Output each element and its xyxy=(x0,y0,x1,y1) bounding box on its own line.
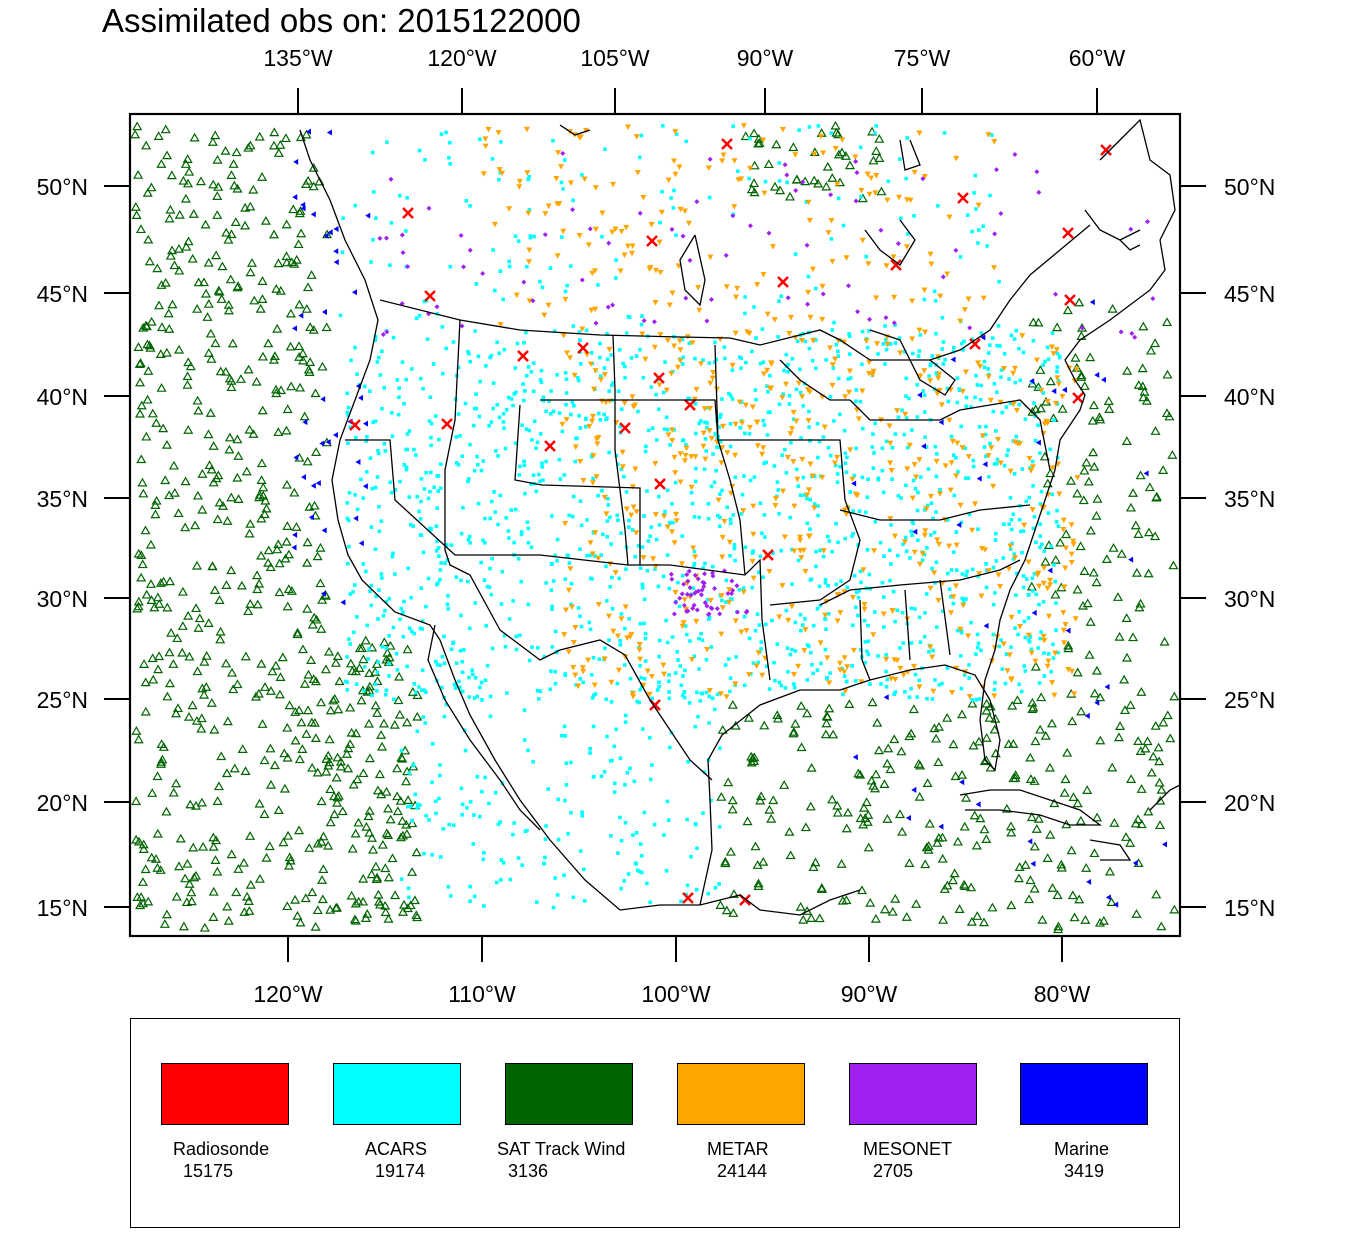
legend-label: METAR xyxy=(707,1139,769,1159)
boundary-line xyxy=(679,234,706,307)
bottom-lon-label: 80°W xyxy=(1034,981,1091,1007)
left-lat-label: 25°N xyxy=(37,687,88,713)
right-lat-label: 35°N xyxy=(1224,486,1275,512)
boundary-line xyxy=(899,139,921,171)
boundary-line xyxy=(864,219,916,266)
legend-count: 15175 xyxy=(183,1161,234,1181)
observation-points xyxy=(130,120,1180,934)
legend-label: ACARS xyxy=(365,1139,428,1159)
boundary-line xyxy=(819,559,1021,606)
right-lat-label: 50°N xyxy=(1224,174,1275,200)
bottom-lon-label: 110°W xyxy=(448,981,516,1007)
radiosonde-swatch xyxy=(161,1063,289,1125)
right-lat-label: 20°N xyxy=(1224,790,1275,816)
legend-count: 24144 xyxy=(717,1161,768,1181)
left-latitude-labels: 50°N 45°N 40°N 35°N 30°N 25°N 20°N 15°N xyxy=(37,174,88,921)
legend-label: Radiosonde xyxy=(173,1139,270,1159)
boundary-line xyxy=(379,224,1091,361)
boundary-line xyxy=(1149,784,1180,811)
top-lon-label: 120°W xyxy=(427,45,497,71)
boundary-line xyxy=(427,624,541,831)
left-lat-label: 45°N xyxy=(37,281,88,307)
boundary-line xyxy=(1119,239,1141,251)
boundary-line xyxy=(959,789,1102,826)
bottom-lon-label: 100°W xyxy=(641,981,711,1007)
boundary-line xyxy=(299,129,861,916)
acars-swatch xyxy=(333,1063,461,1125)
right-lat-label: 15°N xyxy=(1224,895,1275,921)
boundary-line xyxy=(514,404,641,565)
top-lon-label: 135°W xyxy=(263,45,333,71)
top-lon-label: 105°W xyxy=(580,45,650,71)
boundary-line xyxy=(444,319,713,781)
legend-label: MESONET xyxy=(863,1139,953,1159)
legend-label: SAT Track Wind xyxy=(497,1139,626,1159)
boundary-line xyxy=(699,239,1166,906)
mesonet-swatch xyxy=(849,1063,977,1125)
map-frame xyxy=(128,112,1182,938)
top-lon-label: 60°W xyxy=(1069,45,1126,71)
legend-count: 2705 xyxy=(873,1161,914,1181)
right-lat-label: 30°N xyxy=(1224,586,1275,612)
boundary-line xyxy=(540,399,746,576)
right-lat-label: 25°N xyxy=(1224,687,1275,713)
right-lat-label: 45°N xyxy=(1224,281,1275,307)
boundary-line xyxy=(559,124,591,136)
boundary-line xyxy=(939,579,951,656)
legend-count: 3419 xyxy=(1064,1161,1105,1181)
bottom-lon-label: 120°W xyxy=(253,981,323,1007)
right-lat-label: 40°N xyxy=(1224,384,1275,410)
boundary-line xyxy=(869,329,956,396)
left-lat-label: 40°N xyxy=(37,384,88,410)
boundary-line xyxy=(345,439,629,566)
left-lat-label: 20°N xyxy=(37,790,88,816)
top-longitude-labels: 135°W 120°W 105°W 90°W 75°W 60°W xyxy=(263,45,1125,71)
coastlines-and-borders xyxy=(299,118,1180,916)
sat-track-wind-swatch xyxy=(505,1063,633,1125)
boundary-line xyxy=(1084,209,1141,241)
left-lat-label: 35°N xyxy=(37,486,88,512)
axis-ticks xyxy=(104,88,1206,962)
top-lon-label: 90°W xyxy=(737,45,794,71)
legend-count: 3136 xyxy=(508,1161,549,1181)
left-lat-label: 30°N xyxy=(37,586,88,612)
marine-swatch xyxy=(1020,1063,1148,1125)
bottom-longitude-labels: 120°W 110°W 100°W 90°W 80°W xyxy=(253,981,1090,1007)
left-lat-label: 50°N xyxy=(37,174,88,200)
top-lon-label: 75°W xyxy=(894,45,951,71)
boundary-line xyxy=(859,599,871,681)
boundary-line xyxy=(1089,839,1132,861)
legend: Radiosonde 15175 ACARS 19174 SAT Track W… xyxy=(130,1018,1180,1228)
map-title: Assimilated obs on: 2015122000 xyxy=(102,2,581,39)
boundary-line xyxy=(839,504,1031,521)
left-lat-label: 15°N xyxy=(37,895,88,921)
metar-swatch xyxy=(677,1063,805,1125)
boundary-line xyxy=(849,399,1051,471)
boundary-line xyxy=(904,589,911,661)
boundary-line xyxy=(612,334,771,681)
legend-label: Marine xyxy=(1054,1139,1110,1159)
legend-count: 19174 xyxy=(375,1161,426,1181)
boundary-line xyxy=(714,344,861,606)
boundary-line xyxy=(779,359,850,401)
right-latitude-labels: 50°N 45°N 40°N 35°N 30°N 25°N 20°N 15°N xyxy=(1224,174,1275,921)
boundary-line xyxy=(1099,118,1176,241)
bottom-lon-label: 90°W xyxy=(841,981,898,1007)
